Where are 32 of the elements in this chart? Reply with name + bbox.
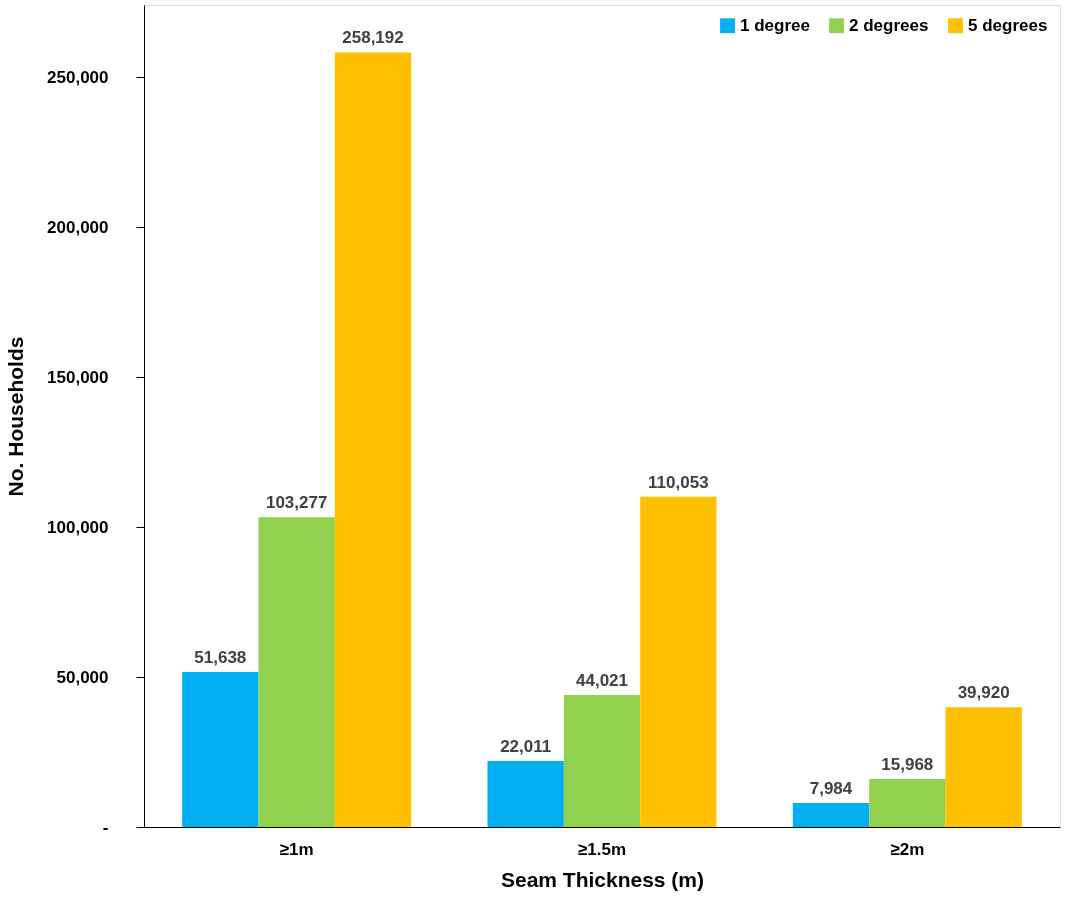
bar — [563, 694, 641, 827]
bar — [640, 496, 717, 827]
bar — [334, 52, 412, 827]
legend-label: 1 degree — [740, 15, 810, 35]
x-tick-label: ≥2m — [890, 839, 925, 859]
y-tick-label: 250,000 — [47, 67, 109, 87]
data-label: 22,011 — [500, 736, 552, 756]
x-tick-label: ≥1.5m — [577, 839, 627, 859]
data-label: 39,920 — [957, 683, 1010, 703]
x-tick-label: ≥1m — [279, 839, 314, 859]
bar — [487, 760, 564, 827]
legend-label: 5 degrees — [968, 15, 1048, 35]
bar — [182, 672, 259, 827]
data-label: 15,968 — [881, 755, 934, 775]
legend-label: 2 degrees — [849, 15, 929, 35]
bar — [258, 517, 335, 827]
y-tick-label: 100,000 — [47, 517, 109, 537]
bar — [945, 707, 1022, 827]
data-label: 51,638 — [194, 648, 247, 668]
bar — [869, 779, 946, 827]
data-label: 7,984 — [809, 779, 853, 799]
x-axis-title: Seam Thickness (m) — [500, 867, 705, 891]
data-label: 258,192 — [342, 28, 404, 48]
data-label: 110,053 — [648, 472, 709, 492]
y-tick-label: - — [102, 817, 109, 837]
data-label: 103,277 — [265, 493, 328, 513]
y-axis-title: No. Households — [4, 336, 28, 497]
y-tick-label: 50,000 — [56, 667, 109, 687]
data-label: 44,021 — [576, 670, 628, 690]
y-tick-label: 200,000 — [47, 217, 109, 237]
bar — [792, 803, 870, 827]
y-tick-label: 150,000 — [47, 367, 109, 387]
